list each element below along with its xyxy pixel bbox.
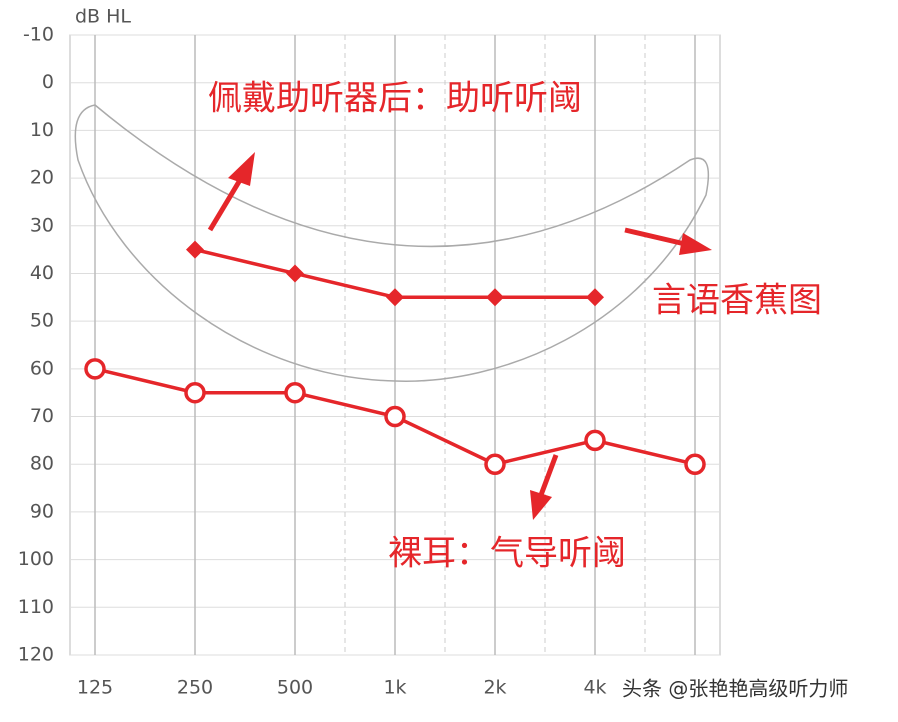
y-tick-label: 70 [30, 405, 54, 427]
arrow [530, 454, 559, 520]
y-tick-label: 80 [30, 453, 54, 475]
y-tick-label: 90 [30, 500, 54, 522]
y-tick-label: 60 [30, 357, 54, 379]
marker [284, 381, 306, 404]
x-tick-label: 125 [77, 677, 113, 699]
y-axis-label: dB HL [75, 6, 131, 28]
grid [69, 34, 721, 656]
marker [286, 264, 304, 283]
marker [84, 358, 106, 380]
marker [684, 453, 706, 475]
y-tick-label: 0 [42, 71, 54, 93]
arrow [207, 152, 255, 232]
x-tick-label: 2k [483, 677, 506, 699]
y-tick-label: 40 [30, 262, 54, 284]
y-tick-label: 30 [30, 214, 54, 236]
watermark: 头条 @张艳艳高级听力师 [622, 677, 848, 701]
y-tick-label: -10 [23, 24, 54, 46]
marker [486, 288, 504, 307]
y-tick-label: 20 [30, 167, 54, 189]
speech-banana [74, 104, 710, 382]
x-tick-label: 4k [583, 677, 606, 699]
y-tick-label: 50 [30, 310, 54, 332]
annotation: 佩戴助听器后：助听听阈 [208, 79, 582, 119]
y-tick-label: 100 [18, 548, 54, 570]
annotation: 裸耳：气导听阈 [388, 534, 626, 574]
x-tick-label: 1k [383, 677, 406, 699]
arrow [624, 227, 712, 255]
marker [384, 405, 406, 428]
y-tick-label: 10 [30, 119, 54, 141]
marker [484, 453, 506, 475]
x-tick-label: 250 [177, 677, 213, 699]
marker [586, 288, 604, 307]
marker [184, 381, 206, 404]
marker [386, 288, 404, 307]
marker [186, 240, 204, 259]
annotation: 言语香蕉图 [652, 281, 822, 321]
y-tick-label: 110 [18, 596, 54, 618]
y-tick-label: 120 [18, 644, 54, 666]
marker [584, 429, 606, 452]
x-tick-label: 500 [277, 677, 313, 699]
